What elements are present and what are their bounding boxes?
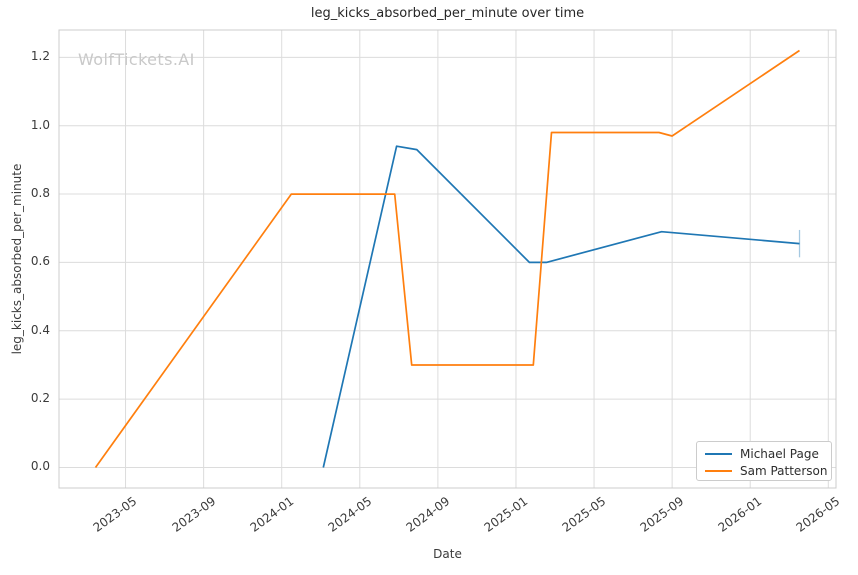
plot-frame bbox=[58, 29, 837, 489]
y-tick-label: 0.0 bbox=[30, 459, 50, 474]
watermark: WolfTickets.AI bbox=[78, 50, 195, 69]
legend-label: Michael Page bbox=[740, 446, 819, 461]
legend-line-swatch bbox=[705, 452, 732, 455]
y-tick-label: 0.2 bbox=[30, 391, 50, 406]
y-tick-label: 0.8 bbox=[30, 186, 50, 201]
legend-line-swatch bbox=[705, 469, 732, 472]
y-tick-label: 0.6 bbox=[30, 254, 50, 269]
series-line-michael-page bbox=[322, 145, 800, 468]
gridlines bbox=[59, 30, 836, 488]
legend-entry: Michael Page bbox=[705, 445, 823, 462]
y-tick-label: 1.2 bbox=[30, 49, 50, 64]
x-axis-label: Date bbox=[433, 547, 462, 561]
legend-entry: Sam Patterson bbox=[705, 462, 827, 479]
series-line-sam-patterson bbox=[94, 49, 800, 468]
y-tick-label: 0.4 bbox=[30, 322, 50, 337]
series-lines bbox=[94, 49, 800, 468]
legend-label: Sam Patterson bbox=[740, 463, 828, 478]
legend: Michael Page Sam Patterson bbox=[696, 441, 832, 481]
axes-frame bbox=[58, 29, 837, 489]
y-tick-label: 1.0 bbox=[30, 117, 50, 132]
chart-title: leg_kicks_absorbed_per_minute over time bbox=[310, 6, 585, 21]
